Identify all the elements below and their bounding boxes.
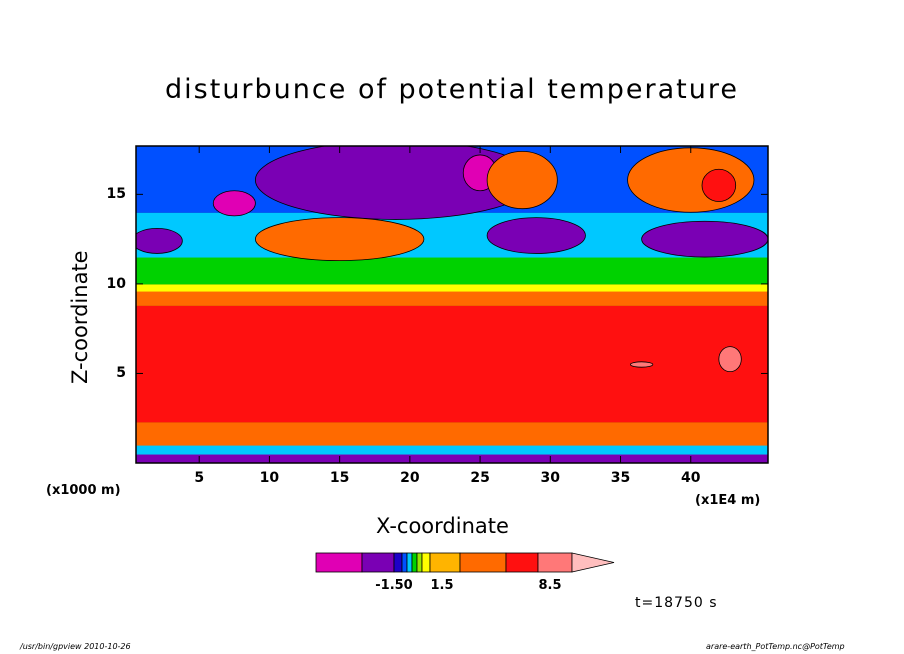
contour-feature-7 (641, 220, 768, 258)
contour-band-0 (136, 454, 768, 463)
contour-band-2 (136, 421, 768, 446)
x-tick-label: 25 (470, 470, 490, 486)
contour-fill (136, 146, 768, 463)
x-tick-label: 20 (400, 470, 420, 486)
colorbar-segment-4 (406, 552, 413, 573)
colorbar-segment-2 (393, 552, 403, 573)
x-axis-title: X-coordinate (376, 514, 509, 538)
colorbar-segment-7 (421, 552, 431, 573)
x-tick-label: 5 (194, 470, 205, 486)
x-tick-label: 40 (681, 470, 701, 486)
y-axis-title: Z-coordinate (68, 250, 92, 384)
colorbar-segment-8 (429, 552, 461, 573)
x-tick-label: 35 (610, 470, 631, 486)
contour-band-4 (136, 305, 768, 339)
contour-band-5 (136, 291, 768, 306)
colorbar-segment-1 (361, 552, 395, 573)
plot-frame (135, 145, 769, 464)
footer-right: arare-earth_PotTemp.nc@PotTemp (706, 642, 845, 651)
colorbar-segment-0 (315, 552, 363, 573)
contour-feature-3 (486, 150, 558, 210)
contour-band-3 (136, 337, 768, 423)
contour-feature-6 (486, 217, 586, 254)
y-tick-label: 5 (116, 365, 126, 382)
x-tick-label: 10 (259, 470, 280, 486)
colorbar-segment-11 (537, 552, 573, 573)
x-unit-label: (x1E4 m) (695, 493, 761, 508)
contour-feature-1 (212, 190, 256, 217)
y-tick-label: 10 (106, 275, 126, 292)
y-tick-label: 15 (106, 186, 126, 203)
y-unit-label: (x1000 m) (46, 483, 121, 498)
colorbar (315, 552, 615, 573)
colorbar-tick-label: 1.5 (430, 578, 454, 593)
footer-left: /usr/bin/gpview 2010-10-26 (20, 642, 131, 651)
contour-feature-10 (718, 346, 742, 373)
contour-feature-11 (629, 361, 654, 368)
tick-marks (136, 146, 768, 463)
contour-band-6 (136, 283, 768, 292)
x-tick-label: 15 (329, 470, 350, 486)
chart-title: disturbunce of potential temperature (165, 74, 739, 105)
colorbar-tick-label: -1.50 (375, 578, 413, 593)
contour-band-1 (136, 445, 768, 455)
contour-feature-8 (136, 227, 183, 254)
colorbar-segment-10 (505, 552, 539, 573)
contour-band-7 (136, 257, 768, 285)
colorbar-segment-3 (401, 552, 408, 573)
colorbar-segment-9 (459, 552, 507, 573)
colorbar-triangle (571, 552, 615, 573)
contour-feature-9 (254, 217, 425, 262)
colorbar-segment-5 (411, 552, 418, 573)
contour-feature-5 (701, 168, 737, 202)
colorbar-tick-label: 8.5 (538, 578, 562, 593)
x-tick-label: 30 (540, 470, 561, 486)
colorbar-segment-6 (416, 552, 423, 573)
time-label: t=18750 s (635, 595, 718, 611)
